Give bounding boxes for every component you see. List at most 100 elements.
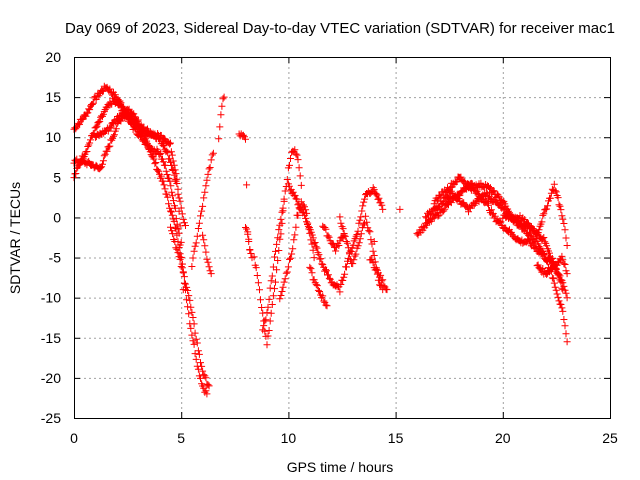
data-point [563, 338, 571, 346]
data-point [92, 123, 100, 131]
data-point [192, 335, 200, 343]
data-point [167, 223, 174, 231]
data-point [555, 201, 563, 209]
data-point [125, 115, 133, 123]
data-point [105, 143, 113, 151]
data-point [315, 251, 323, 259]
data-point [380, 282, 388, 290]
data-point [167, 182, 175, 190]
data-point [99, 157, 107, 165]
data-point [252, 264, 260, 272]
data-point [277, 215, 285, 223]
data-point [202, 387, 210, 395]
data-point [247, 250, 255, 257]
data-point [274, 257, 282, 264]
data-point [286, 255, 293, 263]
data-point [550, 279, 558, 287]
data-point [286, 161, 293, 169]
data-point [208, 151, 216, 159]
data-point [148, 152, 156, 160]
data-point [319, 292, 327, 300]
data-point [455, 195, 463, 202]
data-point [560, 282, 568, 290]
data-point [561, 286, 569, 294]
data-point [528, 239, 536, 247]
data-point [273, 240, 281, 248]
data-point [430, 200, 438, 208]
y-tick-label: 20 [45, 49, 61, 65]
data-point [320, 297, 328, 305]
data-point [306, 263, 314, 271]
data-point [556, 202, 564, 210]
data-point [157, 172, 165, 180]
data-point [169, 192, 177, 200]
data-point [332, 247, 340, 255]
x-axis-title: GPS time / hours [287, 459, 394, 475]
data-point [218, 102, 226, 110]
data-point [101, 150, 109, 158]
data-point [188, 263, 196, 270]
data-point [193, 339, 201, 347]
data-point [350, 256, 358, 264]
data-point [383, 286, 391, 294]
y-tick-label: 5 [53, 169, 61, 185]
data-point [184, 287, 192, 294]
data-point [440, 198, 448, 206]
data-point [339, 225, 347, 233]
data-point [207, 156, 215, 164]
data-point [193, 232, 201, 240]
data-point [243, 225, 251, 233]
data-point [483, 189, 491, 197]
data-point [321, 224, 329, 231]
data-point [447, 199, 455, 207]
data-point [281, 275, 289, 283]
data-point [176, 197, 184, 205]
y-tick-label: -20 [41, 370, 61, 386]
data-point [200, 194, 208, 202]
data-point [360, 198, 368, 206]
y-tick-label: 15 [45, 89, 61, 105]
data-point [558, 212, 566, 220]
data-point [215, 135, 223, 143]
data-point [84, 143, 92, 150]
data-point [155, 167, 162, 175]
data-point [357, 230, 365, 238]
data-point [323, 267, 330, 275]
data-point [191, 242, 199, 250]
data-point [554, 293, 562, 301]
data-point [362, 212, 370, 220]
data-point [98, 86, 106, 94]
y-tick-label: 0 [53, 209, 61, 225]
data-point [486, 192, 493, 200]
data-point [322, 225, 330, 233]
data-point [287, 254, 294, 262]
chart-title: Day 069 of 2023, Sidereal Day-to-day VTE… [65, 20, 615, 37]
data-point [209, 149, 217, 157]
data-point [342, 238, 350, 245]
data-point [242, 135, 249, 143]
data-point [95, 118, 103, 126]
data-point [203, 390, 211, 398]
data-point [369, 247, 377, 255]
data-point [543, 205, 551, 213]
data-point [267, 309, 275, 317]
data-point [110, 131, 118, 139]
data-point [290, 236, 298, 244]
data-point [170, 197, 177, 205]
y-tick-label: -5 [49, 250, 62, 266]
data-point [179, 215, 187, 223]
data-point [190, 247, 198, 255]
data-point [173, 220, 181, 228]
data-point [75, 119, 83, 127]
data-point [170, 171, 178, 179]
data-point [151, 160, 159, 168]
data-point [491, 212, 499, 220]
data-point [302, 214, 310, 222]
data-point [540, 250, 548, 258]
data-point [82, 112, 90, 120]
data-point [263, 341, 271, 349]
data-point [317, 255, 325, 263]
data-point [358, 207, 366, 215]
data-point [253, 272, 261, 279]
data-point [152, 159, 160, 166]
